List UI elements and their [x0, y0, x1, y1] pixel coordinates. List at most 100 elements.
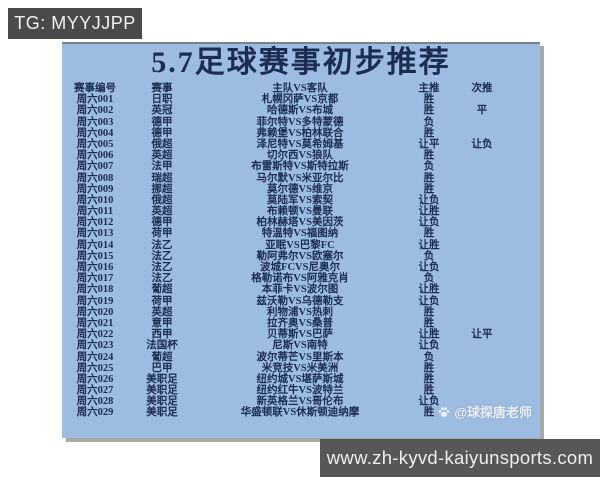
cell-league: 英超	[151, 306, 173, 318]
cell-match: 马尔默VS米亚尔比	[256, 172, 344, 184]
cell-match: 尼斯VS南特	[272, 340, 328, 352]
cell-league: 荷甲	[151, 295, 173, 307]
cell-main-pick: 让胜	[418, 329, 440, 341]
cell-main-pick: 负	[423, 116, 435, 128]
cell-id: 周六002	[76, 105, 114, 117]
cell-match: 切尔西VS狼队	[267, 150, 333, 162]
cell-match: 兹沃勒VS乌德勒支	[256, 295, 344, 307]
table-row: 周六021 意甲 拉齐奥VS桑普 胜	[62, 318, 540, 329]
cell-main-pick: 让胜	[418, 284, 440, 296]
cell-main-pick: 胜	[423, 183, 435, 195]
cell-league: 法甲	[151, 161, 173, 173]
table-row: 周六005 俄超 泽尼特VS莫希姆基 让平 让负	[62, 139, 540, 150]
cell-league: 法乙	[151, 250, 173, 262]
cell-alt-pick: 让负	[471, 138, 493, 150]
cell-match: 纽约红牛VS波特兰	[256, 385, 344, 397]
page-title: 5.7足球赛事初步推荐	[151, 46, 451, 79]
cell-match: 莫陆军VS索契	[267, 194, 333, 206]
cell-league: 法国杯	[146, 340, 178, 352]
table-row: 周六011 英超 布赖顿VS曼联 让胜	[62, 206, 540, 217]
cell-league: 意甲	[151, 317, 173, 329]
cell-main-pick: 胜	[423, 373, 435, 385]
cell-match: 布赖顿VS曼联	[267, 206, 333, 218]
cell-main-pick: 负	[423, 351, 435, 363]
table-row: 周六024 葡超 波尔蒂芒VS里斯本 负	[62, 352, 540, 363]
cell-match: 米竞技VS米美洲	[261, 362, 339, 374]
cell-league: 英冠	[151, 105, 173, 117]
watermark-text: @球探唐老师	[454, 405, 532, 420]
cell-id: 周六010	[76, 194, 114, 206]
watermark: @球探唐老师	[437, 402, 532, 421]
cell-id: 周六022	[76, 329, 114, 341]
cell-match: 布雷斯特VS斯特拉斯	[251, 161, 349, 173]
cell-league: 葡超	[151, 351, 173, 363]
cell-match: 新英格兰VS哥伦布	[256, 396, 344, 408]
cell-id: 周六016	[76, 262, 114, 273]
cell-main-pick: 胜	[423, 172, 435, 184]
cell-main-pick: 让平	[418, 138, 440, 150]
table-header-row: 赛事编号 赛事 主队VS客队 主推 次推	[62, 83, 540, 94]
cell-match: 札幌冈萨VS京都	[261, 94, 339, 106]
cell-league: 俄超	[151, 194, 173, 206]
cell-league: 日职	[151, 94, 173, 106]
cell-main-pick: 让负	[418, 295, 440, 307]
cell-id: 周六021	[76, 317, 114, 329]
cell-id: 周六001	[76, 94, 114, 106]
table-row: 周六008 瑞超 马尔默VS米亚尔比 胜	[62, 173, 540, 184]
cell-league: 美职足	[146, 396, 178, 408]
cell-id: 周六029	[76, 407, 114, 419]
cell-main-pick: 让胜	[418, 239, 440, 251]
table-row: 周六002 英冠 哈德斯VS布城 胜 平	[62, 105, 540, 116]
cell-main-pick: 胜	[423, 317, 435, 329]
table-row: 周六001 日职 札幌冈萨VS京都 胜	[62, 94, 540, 105]
cell-main-pick: 让负	[418, 396, 440, 408]
footer-url-bar: www.zh-kyvd-kaiyunsports.com	[320, 439, 600, 477]
cell-id: 周六024	[76, 351, 114, 363]
cell-id: 周六007	[76, 161, 114, 173]
cell-main-pick: 负	[423, 273, 435, 285]
cell-id: 周六013	[76, 228, 114, 240]
cell-id: 周六020	[76, 306, 114, 318]
cell-id: 周六025	[76, 362, 114, 374]
column-header-alt: 次推	[471, 83, 493, 94]
cell-id: 周六019	[76, 295, 114, 307]
table-row: 周六006 英超 切尔西VS狼队 胜	[62, 150, 540, 161]
footer-url-text: www.zh-kyvd-kaiyunsports.com	[326, 447, 594, 468]
cell-main-pick: 让负	[418, 217, 440, 229]
cell-league: 法乙	[151, 273, 173, 285]
cell-match: 菲尔特VS多特蒙德	[256, 116, 344, 128]
cell-id: 周六023	[76, 340, 114, 352]
table-row: 周六007 法甲 布雷斯特VS斯特拉斯 负	[62, 161, 540, 172]
cell-league: 德甲	[151, 217, 173, 229]
cell-match: 拉齐奥VS桑普	[267, 317, 333, 329]
cell-match: 弗赖堡VS柏林联合	[256, 127, 344, 139]
cell-id: 周六026	[76, 373, 114, 385]
cell-alt-pick: 平	[476, 105, 488, 117]
cell-main-pick: 让胜	[418, 206, 440, 218]
table-row: 周六029 美职足 华盛顿联VS休斯顿迪纳摩 胜	[62, 407, 540, 418]
table-row: 周六015 法乙 勒阿弗尔VS欧塞尔 负	[62, 251, 540, 262]
cell-main-pick: 让负	[418, 340, 440, 352]
cell-league: 挪超	[151, 183, 173, 195]
cell-id: 周六011	[76, 206, 114, 218]
table-row: 周六012 德甲 柏林赫塔VS美因茨 让负	[62, 217, 540, 228]
cell-match: 波尔蒂芒VS里斯本	[256, 351, 344, 363]
table-row: 周六025 巴甲 米竞技VS米美洲 胜	[62, 363, 540, 374]
table-row: 周六009 挪超 莫尔德VS维京 胜	[62, 184, 540, 195]
cell-main-pick: 胜	[423, 105, 435, 117]
cell-league: 美职足	[146, 373, 178, 385]
cell-id: 周六005	[76, 138, 114, 150]
cell-id: 周六018	[76, 284, 114, 296]
cell-main-pick: 负	[423, 250, 435, 262]
table-row: 周六023 法国杯 尼斯VS南特 让负	[62, 340, 540, 351]
column-header-id: 赛事编号	[74, 83, 116, 94]
cell-match: 莫尔德VS维京	[267, 183, 333, 195]
cell-alt-pick: 让平	[471, 329, 493, 341]
cell-league: 美职足	[146, 407, 178, 419]
cell-main-pick: 胜	[423, 407, 435, 419]
cell-match: 格勒诺布VS阿雅克肖	[251, 273, 349, 285]
cell-match: 柏林赫塔VS美因茨	[256, 217, 344, 229]
cell-league: 巴甲	[151, 362, 173, 374]
cell-main-pick: 胜	[423, 385, 435, 397]
table-row: 周六013 荷甲 特温特VS福图纳 胜	[62, 228, 540, 239]
